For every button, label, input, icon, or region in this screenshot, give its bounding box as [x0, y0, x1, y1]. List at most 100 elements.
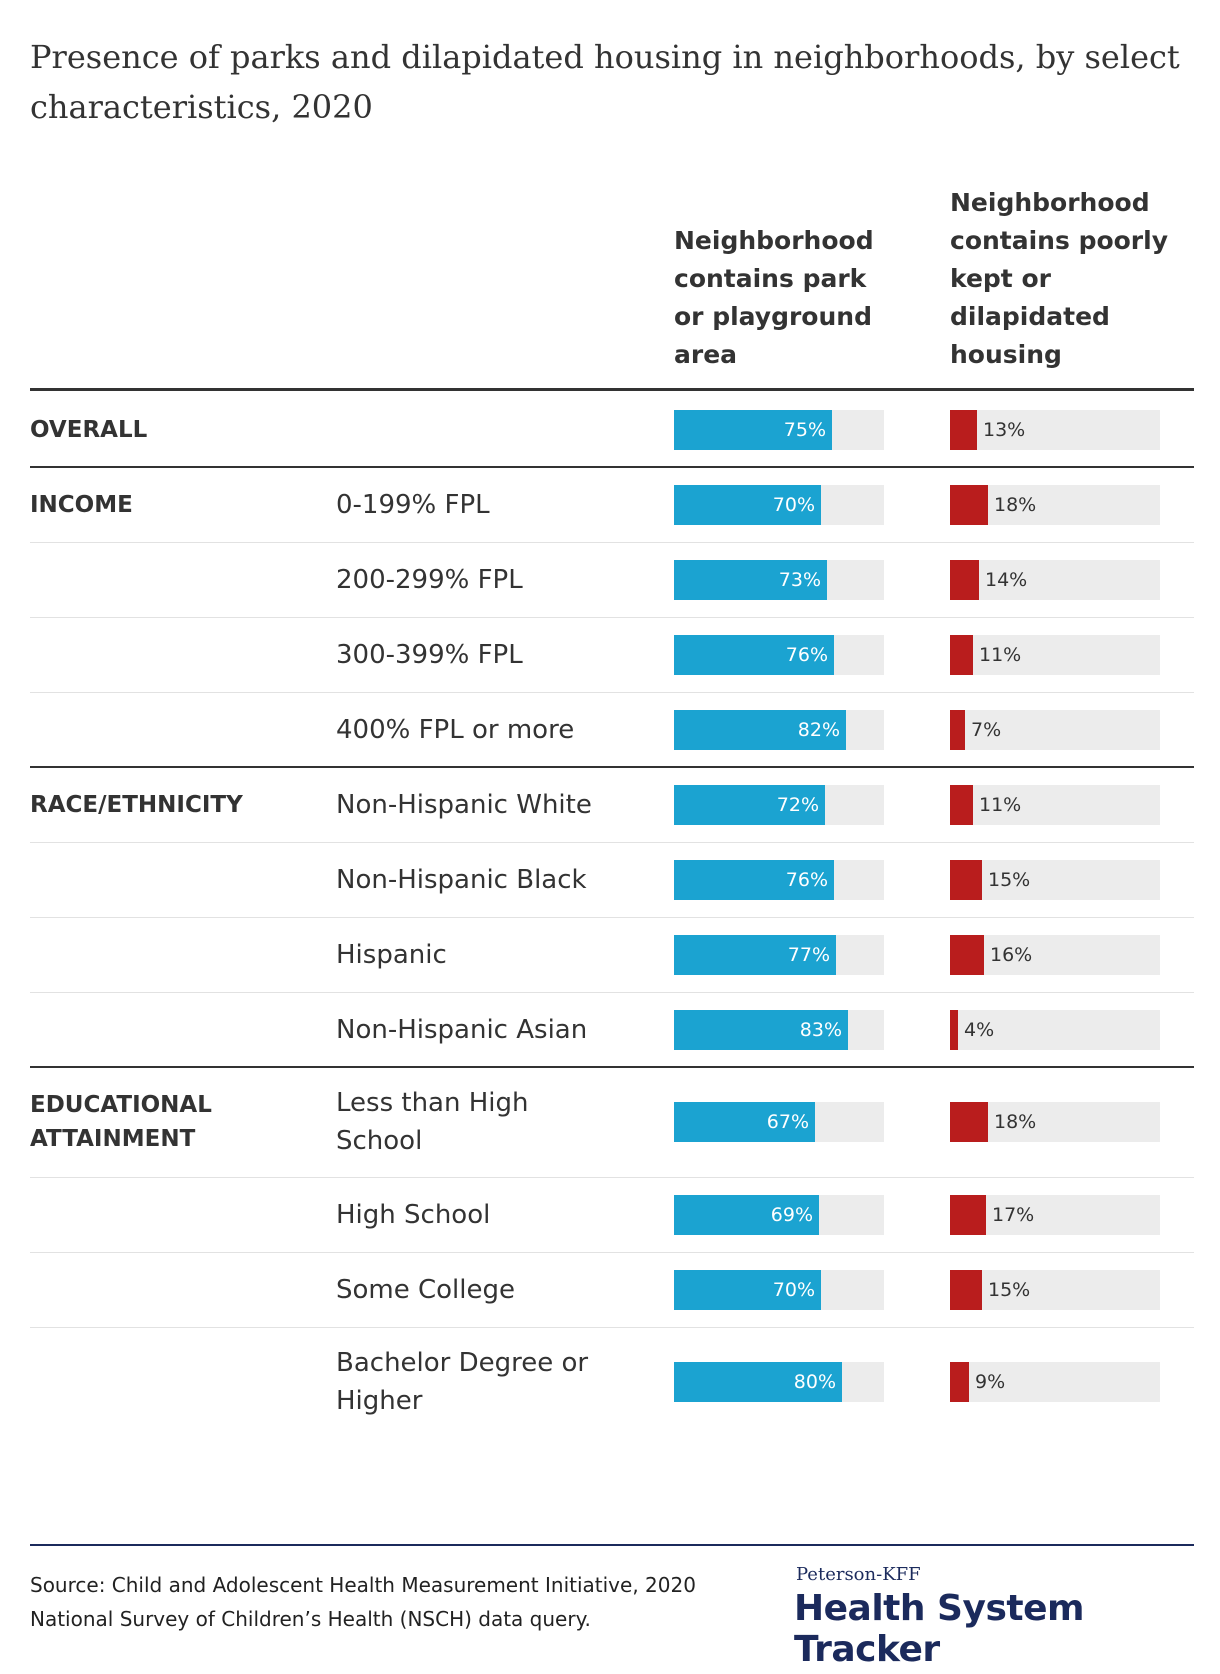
- group-divider: [30, 1066, 1194, 1068]
- park-bar: [674, 1269, 821, 1310]
- dilapidated-bar-track: 15%: [950, 859, 1160, 900]
- park-bar-track: 82%: [674, 709, 884, 750]
- dilapidated-bar: [950, 859, 982, 900]
- park-bar-track: 73%: [674, 559, 884, 600]
- dilapidated-bar: [950, 1269, 982, 1310]
- chart-title: Presence of parks and dilapidated housin…: [30, 38, 1180, 126]
- dilapidated-value-label: 13%: [983, 418, 1026, 441]
- row-divider: [30, 617, 1194, 618]
- brand-health-system-tracker: Health System Tracker: [794, 1588, 1085, 1670]
- dilapidated-bar-track: 9%: [950, 1362, 1160, 1402]
- park-bar-track: 80%: [674, 1362, 884, 1402]
- category-label: 0-199% FPL: [336, 489, 490, 520]
- row-divider: [30, 917, 1194, 918]
- row-divider: [30, 692, 1194, 693]
- group-divider: [30, 466, 1194, 468]
- park-value-label: 80%: [793, 1371, 836, 1393]
- header-rule: [30, 388, 1194, 391]
- park-bar-track: 70%: [674, 484, 884, 525]
- dilapidated-bar: [950, 1009, 958, 1050]
- dilapidated-bar: [950, 1362, 969, 1402]
- park-bar-track: 70%: [674, 1269, 884, 1310]
- category-label: Non-Hispanic Asian: [336, 1014, 588, 1045]
- dilapidated-bar: [950, 784, 973, 825]
- park-bar-track: 76%: [674, 634, 884, 675]
- category-label: Some College: [336, 1274, 516, 1305]
- category-label: Less than High School: [336, 1088, 529, 1156]
- category-label: 400% FPL or more: [336, 714, 575, 745]
- dilapidated-value-label: 16%: [990, 943, 1033, 966]
- dilapidated-bar: [950, 484, 988, 525]
- category-label: Hispanic: [336, 939, 447, 970]
- park-bar: [674, 1194, 819, 1235]
- dilapidated-bar-track: 18%: [950, 484, 1160, 525]
- park-bar: [674, 1362, 842, 1402]
- category-label: Non-Hispanic White: [336, 789, 592, 820]
- park-bar-track: 67%: [674, 1102, 884, 1142]
- park-value-label: 70%: [772, 493, 815, 516]
- dilapidated-bar-track: 4%: [950, 1009, 1160, 1050]
- dilapidated-bar: [950, 1194, 986, 1235]
- park-value-label: 75%: [783, 418, 826, 441]
- row-divider: [30, 542, 1194, 543]
- group-label: OVERALL: [30, 416, 148, 443]
- category-label: 200-299% FPL: [336, 564, 523, 595]
- dilapidated-bar-track: 18%: [950, 1102, 1160, 1142]
- dilapidated-value-label: 14%: [985, 568, 1028, 591]
- dilapidated-value-label: 9%: [975, 1371, 1006, 1393]
- park-value-label: 77%: [787, 943, 830, 966]
- dilapidated-bar-track: 14%: [950, 559, 1160, 600]
- park-bar: [674, 709, 846, 750]
- source-note: Source: Child and Adolescent Health Meas…: [30, 1573, 696, 1631]
- park-bar: [674, 859, 834, 900]
- category-label: 300-399% FPL: [336, 639, 523, 670]
- park-value-label: 76%: [785, 643, 828, 666]
- group-label: INCOME: [30, 491, 133, 518]
- park-bar: [674, 559, 827, 600]
- dilapidated-value-label: 15%: [988, 868, 1031, 891]
- group-label: EDUCATIONAL ATTAINMENT: [30, 1092, 212, 1152]
- group-label: RACE/ETHNICITY: [30, 791, 243, 818]
- dilapidated-bar: [950, 634, 973, 675]
- park-bar: [674, 934, 836, 975]
- dilapidated-bar: [950, 409, 977, 450]
- park-bar: [674, 634, 834, 675]
- category-label: Bachelor Degree or Higher: [336, 1348, 589, 1416]
- dilapidated-bar-track: 7%: [950, 709, 1160, 750]
- dilapidated-value-label: 15%: [988, 1278, 1031, 1301]
- park-value-label: 72%: [776, 793, 819, 816]
- park-value-label: 82%: [797, 718, 840, 741]
- brand-peterson-kff: Peterson-KFF: [796, 1564, 921, 1585]
- dilapidated-bar: [950, 934, 984, 975]
- footer-rule: [30, 1544, 1194, 1546]
- park-value-label: 83%: [799, 1018, 842, 1041]
- dilapidated-value-label: 11%: [979, 793, 1022, 816]
- dilapidated-bar: [950, 559, 979, 600]
- park-bar-track: 83%: [674, 1009, 884, 1050]
- dilapidated-bar-track: 17%: [950, 1194, 1160, 1235]
- column-header-dilapidated: Neighborhood contains poorly kept or dil…: [950, 188, 1169, 369]
- group-divider: [30, 766, 1194, 768]
- park-bar-track: 75%: [674, 409, 884, 450]
- park-bar-track: 76%: [674, 859, 884, 900]
- dilapidated-bar-track: 13%: [950, 409, 1160, 450]
- dilapidated-bar: [950, 709, 965, 750]
- dilapidated-bar: [950, 1102, 988, 1142]
- row-divider: [30, 992, 1194, 993]
- park-bar: [674, 409, 832, 450]
- dilapidated-value-label: 4%: [964, 1018, 995, 1041]
- park-bar: [674, 784, 825, 825]
- column-header-park: Neighborhood contains park or playground…: [674, 226, 874, 369]
- dilapidated-bar-track: 11%: [950, 784, 1160, 825]
- dilapidated-value-label: 7%: [971, 718, 1002, 741]
- dilapidated-bar-track: 11%: [950, 634, 1160, 675]
- row-divider: [30, 842, 1194, 843]
- park-value-label: 73%: [778, 568, 821, 591]
- park-value-label: 70%: [772, 1278, 815, 1301]
- dilapidated-value-label: 11%: [979, 643, 1022, 666]
- park-value-label: 67%: [766, 1111, 809, 1133]
- dilapidated-value-label: 18%: [994, 493, 1037, 516]
- dilapidated-bar-track: 15%: [950, 1269, 1160, 1310]
- park-value-label: 76%: [785, 868, 828, 891]
